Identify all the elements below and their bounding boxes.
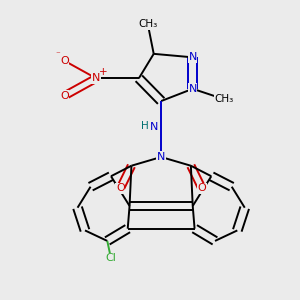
Text: N: N (188, 84, 197, 94)
Text: CH₃: CH₃ (215, 94, 234, 104)
Text: O: O (60, 56, 69, 66)
Text: ⁻: ⁻ (56, 50, 60, 59)
Text: N: N (157, 152, 165, 162)
Text: O: O (198, 184, 206, 194)
Text: O: O (60, 91, 69, 101)
Text: +: + (98, 67, 107, 77)
Text: Cl: Cl (106, 254, 116, 263)
Text: O: O (116, 184, 125, 194)
Text: N: N (188, 52, 197, 62)
Text: N: N (149, 122, 158, 132)
Text: CH₃: CH₃ (139, 19, 158, 29)
Text: H: H (141, 121, 148, 131)
Text: N: N (92, 73, 100, 83)
